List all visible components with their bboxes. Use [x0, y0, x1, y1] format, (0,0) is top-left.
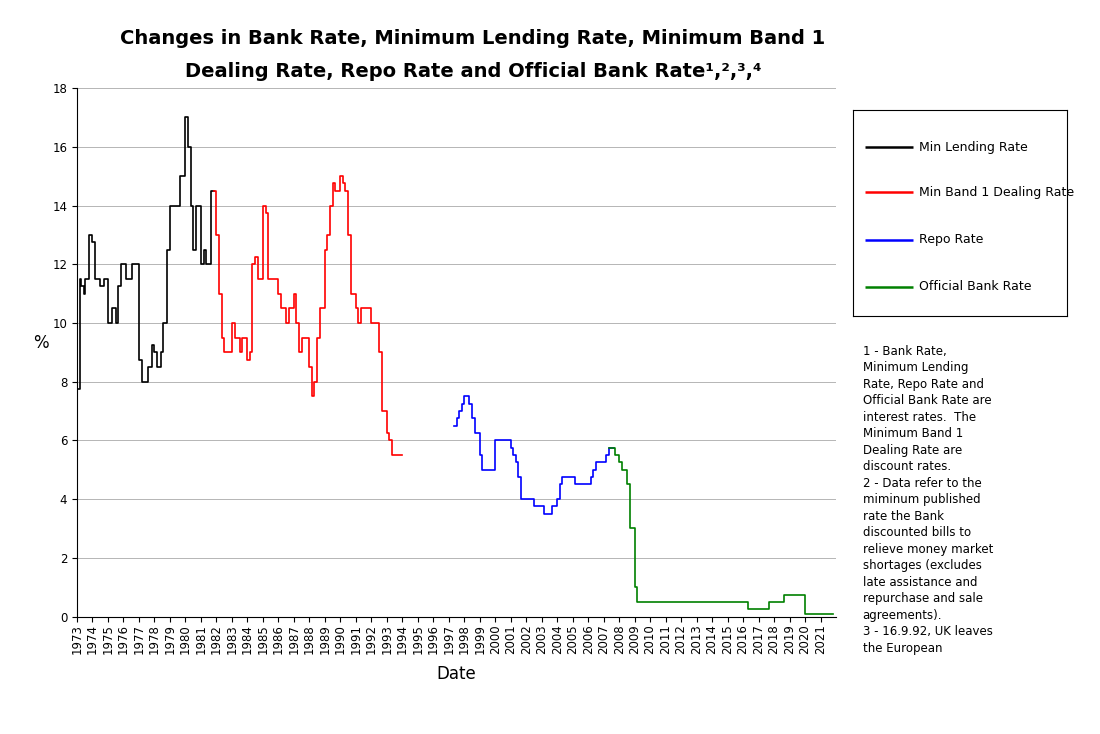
Y-axis label: %: % [33, 334, 50, 352]
Text: Min Lending Rate: Min Lending Rate [918, 141, 1027, 153]
Text: Dealing Rate, Repo Rate and Official Bank Rate¹,²,³,⁴: Dealing Rate, Repo Rate and Official Ban… [185, 62, 761, 81]
Text: Min Band 1 Dealing Rate: Min Band 1 Dealing Rate [918, 186, 1074, 199]
Text: Changes in Bank Rate, Minimum Lending Rate, Minimum Band 1: Changes in Bank Rate, Minimum Lending Ra… [120, 29, 826, 48]
X-axis label: Date: Date [437, 665, 476, 683]
Text: 1 - Bank Rate,
Minimum Lending
Rate, Repo Rate and
Official Bank Rate are
intere: 1 - Bank Rate, Minimum Lending Rate, Rep… [862, 345, 993, 655]
Text: Official Bank Rate: Official Bank Rate [918, 280, 1032, 294]
Text: Repo Rate: Repo Rate [918, 233, 983, 246]
